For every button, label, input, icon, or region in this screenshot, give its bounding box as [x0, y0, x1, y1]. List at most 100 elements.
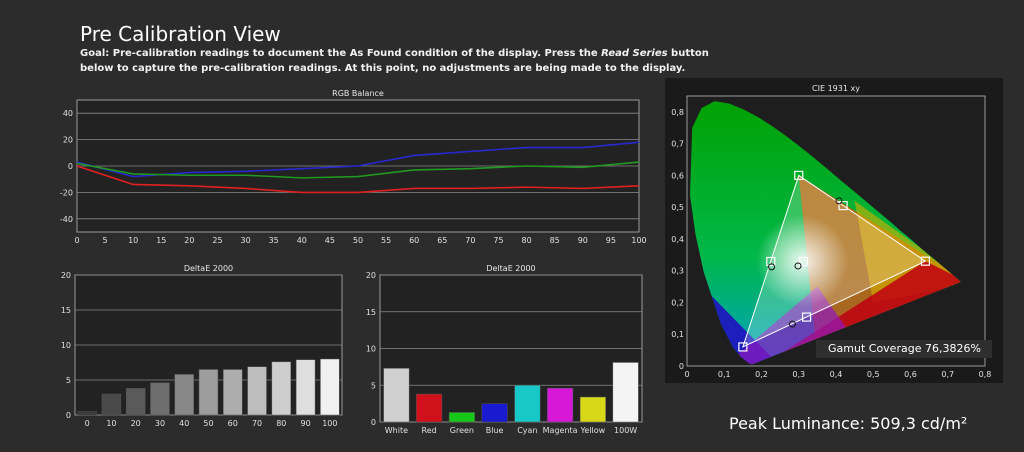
cie-x-tick-label: 0,4 — [830, 370, 843, 379]
colors-x-tick-label: Magenta — [543, 426, 578, 435]
rgb-x-tick-label: 0 — [74, 236, 79, 245]
colors-chart-title: DeltaE 2000 — [486, 264, 535, 273]
colors-x-tick-label: Green — [450, 426, 474, 435]
gray-x-tick-label: 10 — [106, 419, 116, 428]
gray-bar — [101, 393, 122, 416]
gray-bar — [247, 366, 267, 416]
colors-bar — [448, 412, 475, 423]
rgb-y-tick-label: -40 — [60, 215, 73, 224]
colors-x-tick-label: Red — [422, 426, 437, 435]
rgb-x-tick-label: 35 — [269, 236, 279, 245]
rgb-x-tick-label: 10 — [128, 236, 138, 245]
cie-target-marker — [738, 342, 748, 352]
gray-y-tick-label: 5 — [66, 376, 71, 385]
rgb-y-tick-label: 20 — [63, 136, 73, 145]
rgb-x-tick-label: 25 — [212, 236, 222, 245]
rgb-green-line — [76, 161, 640, 179]
gray-x-tick-label: 50 — [203, 419, 213, 428]
gray-bar — [320, 358, 340, 416]
cie-target-marker — [766, 256, 776, 267]
gray-x-tick-label: 90 — [300, 419, 310, 428]
rgb-x-tick-label: 75 — [493, 236, 503, 245]
rgb-x-tick-label: 55 — [381, 236, 391, 245]
cie-y-tick-label: 0,4 — [671, 235, 684, 244]
cie-target-marker — [794, 170, 804, 181]
colors-y-tick-label: 5 — [371, 381, 376, 390]
cie-y-tick-label: 0 — [679, 362, 684, 371]
cie-target-marker — [838, 200, 848, 211]
gray-x-tick-label: 0 — [85, 419, 90, 428]
gray-x-tick-label: 30 — [155, 419, 165, 428]
gray-chart-title: DeltaE 2000 — [184, 264, 233, 273]
gray-bar — [198, 369, 219, 416]
gray-bar — [150, 382, 170, 416]
rgb-x-tick-label: 100 — [631, 236, 646, 245]
cie-x-tick-label: 0 — [684, 370, 689, 379]
gamut-coverage-label: Gamut Coverage 76,3826% — [816, 340, 992, 358]
goal-text-suffix: button below to capture the pre-calibrat… — [80, 48, 709, 74]
rgb-x-tick-label: 60 — [409, 236, 419, 245]
rgb-x-tick-label: 90 — [578, 236, 588, 245]
colors-y-tick-label: 15 — [366, 308, 376, 317]
gray-x-tick-label: 100 — [322, 419, 337, 428]
rgb-y-tick-label: -20 — [60, 188, 73, 197]
cie-white-glow — [756, 215, 849, 308]
rgb-balance-chart: RGB Balance 40 20 0 -20 -40 0 5 10 15 20 25 30 35 40 45… — [60, 89, 647, 245]
colors-x-tick-label: 100W — [614, 426, 637, 435]
gray-x-tick-label: 80 — [276, 419, 286, 428]
cie-measured-marker — [768, 263, 776, 271]
rgb-x-tick-label: 20 — [184, 236, 194, 245]
rgb-x-tick-label: 80 — [522, 236, 532, 245]
colors-bar — [612, 362, 639, 423]
cie-target-marker — [801, 312, 812, 322]
colors-bar — [547, 387, 574, 423]
colors-x-tick-label: Cyan — [517, 426, 537, 435]
colors-y-tick-label: 20 — [366, 271, 376, 280]
cie-1931-chart: CIE 1931 xy 0 0,1 0,2 0,3 0,4 0,5 0,6 0,7 0,8 0,8 0… — [671, 84, 992, 379]
rgb-x-tick-label: 65 — [437, 236, 447, 245]
cie-chart-title: CIE 1931 xy — [812, 84, 860, 93]
rgb-blue-line — [76, 141, 640, 178]
rgb-red-line — [76, 165, 640, 194]
cie-target-marker — [798, 256, 809, 267]
colors-bar — [579, 396, 606, 423]
rgb-x-tick-label: 95 — [606, 236, 616, 245]
rgb-y-tick-label: 40 — [63, 109, 73, 118]
rgb-x-tick-label: 85 — [550, 236, 560, 245]
gray-y-tick-label: 20 — [61, 271, 71, 280]
cie-y-tick-label: 0,3 — [671, 267, 684, 276]
cie-x-tick-label: 0,5 — [867, 370, 880, 379]
gray-bar — [223, 369, 243, 416]
cie-y-tick-label: 0,2 — [671, 298, 684, 307]
goal-text: Goal: Pre-calibration readings to docume… — [80, 46, 720, 76]
cie-x-tick-label: 0,1 — [718, 370, 731, 379]
cie-x-tick-label: 0,2 — [755, 370, 768, 379]
rgb-x-tick-label: 50 — [353, 236, 363, 245]
cie-measured-marker — [788, 320, 796, 328]
goal-text-emphasis: Read Series — [601, 48, 668, 59]
cie-y-tick-label: 0,8 — [671, 108, 684, 117]
rgb-x-tick-label: 70 — [465, 236, 475, 245]
gray-y-tick-label: 10 — [61, 341, 71, 350]
rgb-y-tick-label: 0 — [68, 162, 73, 171]
gray-bar — [271, 361, 292, 416]
gray-x-tick-label: 20 — [131, 419, 141, 428]
colors-x-tick-label: White — [385, 426, 408, 435]
colors-bar — [514, 385, 541, 423]
goal-text-prefix: Goal: Pre-calibration readings to docume… — [80, 48, 602, 59]
gray-x-tick-label: 40 — [179, 419, 189, 428]
gray-x-tick-label: 70 — [252, 419, 262, 428]
cie-x-tick-label: 0,8 — [979, 370, 992, 379]
cie-y-tick-label: 0,6 — [671, 171, 684, 180]
cie-target-marker — [920, 256, 930, 266]
page-title: Pre Calibration View — [80, 22, 281, 46]
rgb-x-tick-label: 5 — [103, 236, 108, 245]
cie-y-tick-label: 0,7 — [671, 140, 684, 149]
cie-measured-marker — [835, 197, 843, 205]
gray-bar — [77, 411, 97, 416]
cie-x-tick-label: 0,3 — [792, 370, 805, 379]
rgb-x-tick-label: 45 — [325, 236, 335, 245]
colors-x-tick-label: Yellow — [580, 426, 606, 435]
